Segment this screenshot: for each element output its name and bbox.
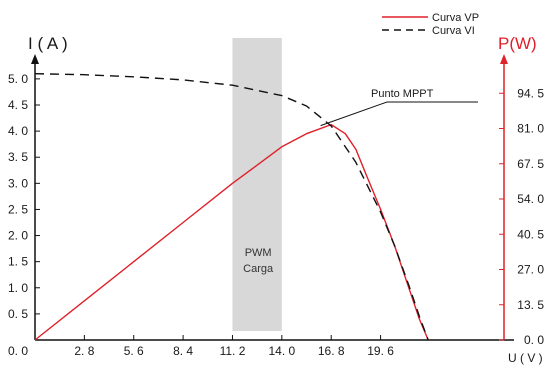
- y-right-tick-label: 54. 0: [517, 192, 544, 206]
- y-right-tick-label: 94. 5: [517, 86, 544, 100]
- y-left-tick-label: 5. 0: [8, 72, 28, 86]
- series-layer: [34, 73, 429, 341]
- y-left-tick-label: 4. 5: [8, 98, 28, 112]
- y-right-tick-label: 27. 0: [517, 263, 544, 277]
- x-tick-label: 16. 8: [318, 344, 345, 358]
- pwm-band-label-line1: PWM: [245, 247, 272, 259]
- y-left-tick-label: 2. 0: [8, 229, 28, 243]
- x-tick-label: 8. 4: [173, 344, 193, 358]
- labels-layer: PWM Carga I ( A ) P(W) U ( V ) 0. 0 2. 8 5. 6 8.…: [8, 12, 544, 365]
- y-axis-left-title: I ( A ): [28, 34, 68, 53]
- x-tick-label: 19. 6: [367, 344, 394, 358]
- y-left-tick-label: 4. 0: [8, 124, 28, 138]
- y-right-tick-label: 81. 0: [517, 122, 544, 136]
- y-left-tick-label: 1. 0: [8, 281, 28, 295]
- y-right-tick-label: 0. 0: [524, 333, 544, 347]
- legend-label-vp: Curva VP: [432, 12, 479, 24]
- series-line-vp: [34, 123, 429, 341]
- x-tick-label: 2. 8: [74, 344, 94, 358]
- y-left-tick-label: 3. 0: [8, 176, 28, 190]
- y-right-tick-label: 67. 5: [517, 157, 544, 171]
- x-tick-label: 11. 2: [220, 344, 246, 358]
- y-axis-left-arrow: [31, 54, 39, 64]
- x-tick-label: 14. 0: [268, 344, 295, 358]
- y-left-tick-label: 1. 5: [8, 255, 28, 269]
- y-axis-right-title: P(W): [498, 34, 537, 53]
- x-tick-label: 0. 0: [8, 344, 28, 358]
- pwm-band: [232, 38, 282, 331]
- x-axis-title: U ( V ): [508, 351, 543, 365]
- y-left-tick-label: 0. 5: [8, 307, 28, 321]
- legend-label-vi: Curva VI: [432, 25, 475, 37]
- axes-layer: [31, 54, 514, 341]
- pwm-band-label-line2: Carga: [243, 263, 274, 275]
- pwm-band-layer: [232, 38, 282, 331]
- y-axis-right-arrow: [500, 54, 508, 64]
- x-tick-label: 5. 6: [124, 344, 144, 358]
- y-left-tick-label: 3. 5: [8, 150, 28, 164]
- mppt-leader-line: [320, 101, 478, 127]
- series-line-vi: [34, 73, 429, 341]
- mppt-label: Punto MPPT: [371, 88, 434, 100]
- y-right-tick-label: 40. 5: [517, 227, 544, 241]
- y-right-tick-label: 13. 5: [517, 298, 544, 312]
- y-left-tick-label: 2. 5: [8, 202, 28, 216]
